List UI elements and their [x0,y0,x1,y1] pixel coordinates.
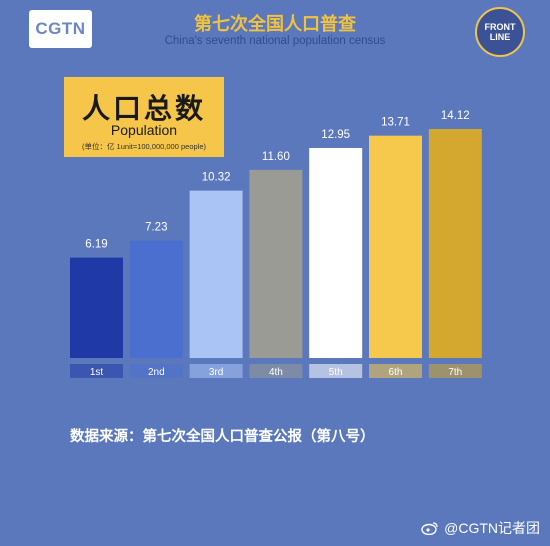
tick-swatch-3rd [189,364,243,378]
label-box-unit: (单位：亿 1unit=100,000,000 people) [81,142,207,151]
bar-7th [428,129,482,358]
bar-1st [70,257,123,358]
weibo-icon [421,522,438,535]
label-box-title-en: Population [110,122,178,138]
value-label-5th: 12.95 [321,129,350,141]
value-label-1st: 6.19 [85,239,107,251]
tick-swatch-6th [369,364,422,378]
tick-swatch-2nd [129,364,183,378]
tick-label-4th: 4th [269,367,283,378]
tick-label-1st: 1st [90,367,104,378]
value-label-6th: 13.71 [381,117,410,129]
watermark-text: @CGTN记者团 [444,520,540,536]
tick-label-6th: 6th [389,367,403,378]
tick-swatch-5th [309,364,363,378]
bar-4th [249,169,303,358]
bar-2nd [129,240,183,358]
chart-title-cn: 第七次全国人口普查 [194,14,356,35]
bar-3rd [189,190,243,358]
tick-swatch-7th [428,364,482,378]
value-label-3rd: 10.32 [202,172,231,184]
value-label-2nd: 7.23 [145,222,167,234]
frontline-logo-line1: FRONT [484,22,516,32]
tick-label-3rd: 3rd [209,367,223,378]
chart-title-en: China's seventh national population cens… [164,35,386,47]
label-box-title-cn: 人口总数 [81,92,206,125]
tick-label-5th: 5th [329,367,343,378]
data-source-note: 数据来源：第七次全国人口普查公报（第八号） [70,429,375,445]
frontline-logo: FRONT LINE [475,7,525,57]
bar-6th [369,135,422,358]
tick-swatch-1st [70,364,123,378]
population-label-box: 人口总数 Population (单位：亿 1unit=100,000,000 … [64,77,224,157]
tick-swatch-4th [249,364,303,378]
cgtn-logo: CGTN [29,10,92,48]
frontline-logo-line2: LINE [489,32,511,42]
tick-label-2nd: 2nd [148,367,165,378]
weibo-watermark: @CGTN记者团 [421,518,540,538]
value-label-4th: 11.60 [262,151,290,163]
tick-label-7th: 7th [448,367,462,378]
cgtn-logo-text: CGTN [35,19,86,38]
value-label-7th: 14.12 [441,110,470,122]
bar-5th [309,147,363,358]
